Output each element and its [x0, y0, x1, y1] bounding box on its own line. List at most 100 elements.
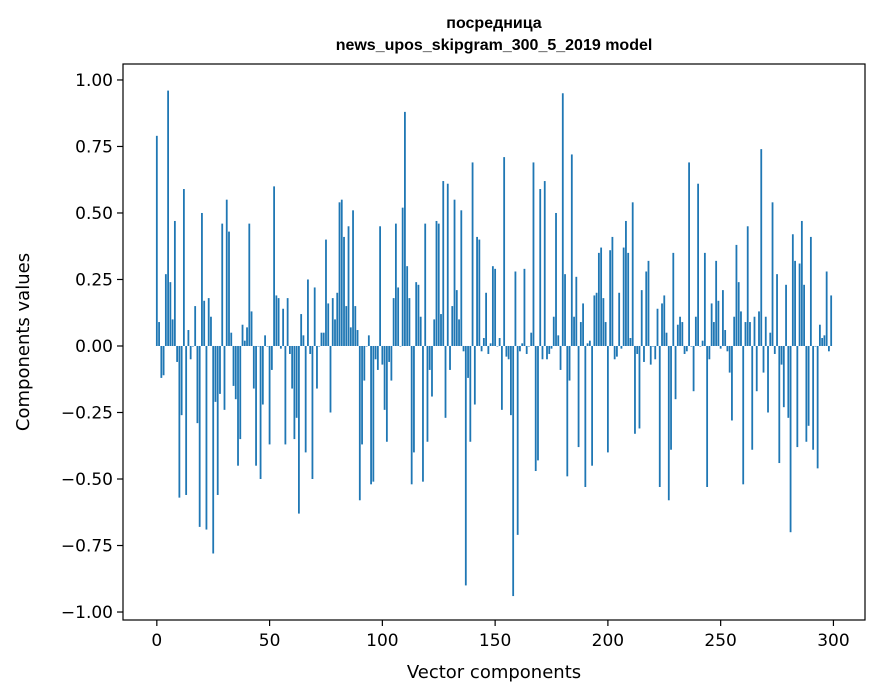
bar	[489, 343, 492, 346]
bar	[449, 345, 451, 370]
bar	[679, 316, 681, 346]
bar	[496, 345, 499, 347]
bar	[812, 345, 815, 450]
bar	[216, 345, 219, 495]
bar	[433, 319, 436, 346]
bar	[385, 345, 388, 442]
bar	[699, 345, 702, 347]
bar	[340, 199, 343, 346]
bar	[203, 300, 206, 346]
bar	[494, 268, 497, 346]
bar	[379, 226, 381, 346]
y-axis-ticks: 1.00 0.75 0.50 0.25 0.00 −0.25 −0.50 −0.75 −1.00	[61, 71, 123, 623]
bar	[198, 345, 201, 527]
bar	[534, 345, 537, 472]
bar	[724, 330, 727, 346]
y-tick-label: 1.00	[75, 71, 113, 91]
bar	[171, 319, 174, 346]
bar	[327, 303, 330, 346]
bar	[212, 345, 215, 554]
bar	[577, 345, 580, 448]
bar	[467, 345, 469, 378]
bar	[480, 345, 483, 352]
bar	[722, 290, 724, 346]
bar	[769, 332, 772, 346]
bar	[616, 345, 618, 357]
bar	[541, 345, 544, 360]
bar	[625, 220, 627, 346]
bar	[652, 345, 654, 347]
bar	[638, 345, 641, 429]
bar	[155, 135, 158, 346]
bar	[293, 345, 296, 440]
bar	[419, 316, 422, 346]
x-tick-label: 300	[817, 631, 849, 651]
bar	[223, 345, 226, 410]
chart-title: посредница	[446, 15, 541, 32]
bar	[381, 345, 384, 365]
bar	[552, 316, 555, 346]
bars	[155, 90, 833, 597]
bar	[706, 345, 709, 487]
bar	[683, 345, 686, 354]
bar	[731, 345, 733, 421]
bar	[814, 345, 817, 347]
bar	[232, 345, 235, 386]
y-tick-label: 0.75	[75, 137, 113, 157]
bar	[715, 260, 718, 346]
bar	[187, 330, 190, 346]
bar	[250, 311, 253, 346]
bar	[609, 250, 612, 346]
bar	[201, 212, 203, 346]
bar	[279, 345, 282, 349]
bar	[404, 111, 406, 346]
bar	[749, 322, 751, 346]
bar	[180, 345, 183, 416]
bar	[550, 345, 553, 349]
bar	[591, 345, 593, 466]
bar	[771, 202, 774, 346]
plot-frame	[122, 63, 866, 621]
bar	[248, 223, 251, 346]
bar	[194, 306, 197, 346]
bar	[252, 345, 255, 389]
bar	[791, 234, 794, 346]
bar	[573, 316, 575, 346]
bar	[437, 223, 440, 346]
bar	[685, 345, 688, 352]
bar	[519, 345, 521, 352]
bar	[670, 345, 672, 450]
bar	[681, 322, 684, 346]
bar	[176, 345, 179, 362]
bar	[758, 311, 760, 346]
bar	[798, 263, 801, 346]
bar	[500, 345, 503, 410]
bar	[230, 332, 233, 346]
x-tick-label: 50	[259, 631, 281, 651]
bar	[442, 181, 445, 346]
bar	[516, 345, 519, 535]
bar	[764, 316, 767, 346]
bar	[160, 345, 163, 378]
y-tick-label: 0.25	[75, 270, 113, 290]
bar	[424, 223, 427, 346]
bar	[311, 345, 314, 479]
bar	[634, 345, 636, 434]
y-tick-label: 0.50	[75, 204, 113, 224]
bar	[503, 157, 506, 346]
bar	[349, 327, 352, 346]
bar	[460, 210, 463, 346]
bar	[708, 345, 711, 360]
bar	[304, 345, 307, 453]
bar	[654, 345, 657, 360]
bar	[178, 345, 181, 498]
bar	[482, 338, 485, 346]
bar	[821, 338, 824, 346]
bar	[767, 345, 769, 413]
bar	[532, 162, 535, 346]
bar	[300, 314, 303, 346]
bar	[376, 345, 379, 370]
bar	[374, 345, 377, 360]
bar	[539, 189, 542, 346]
bar	[690, 345, 693, 347]
